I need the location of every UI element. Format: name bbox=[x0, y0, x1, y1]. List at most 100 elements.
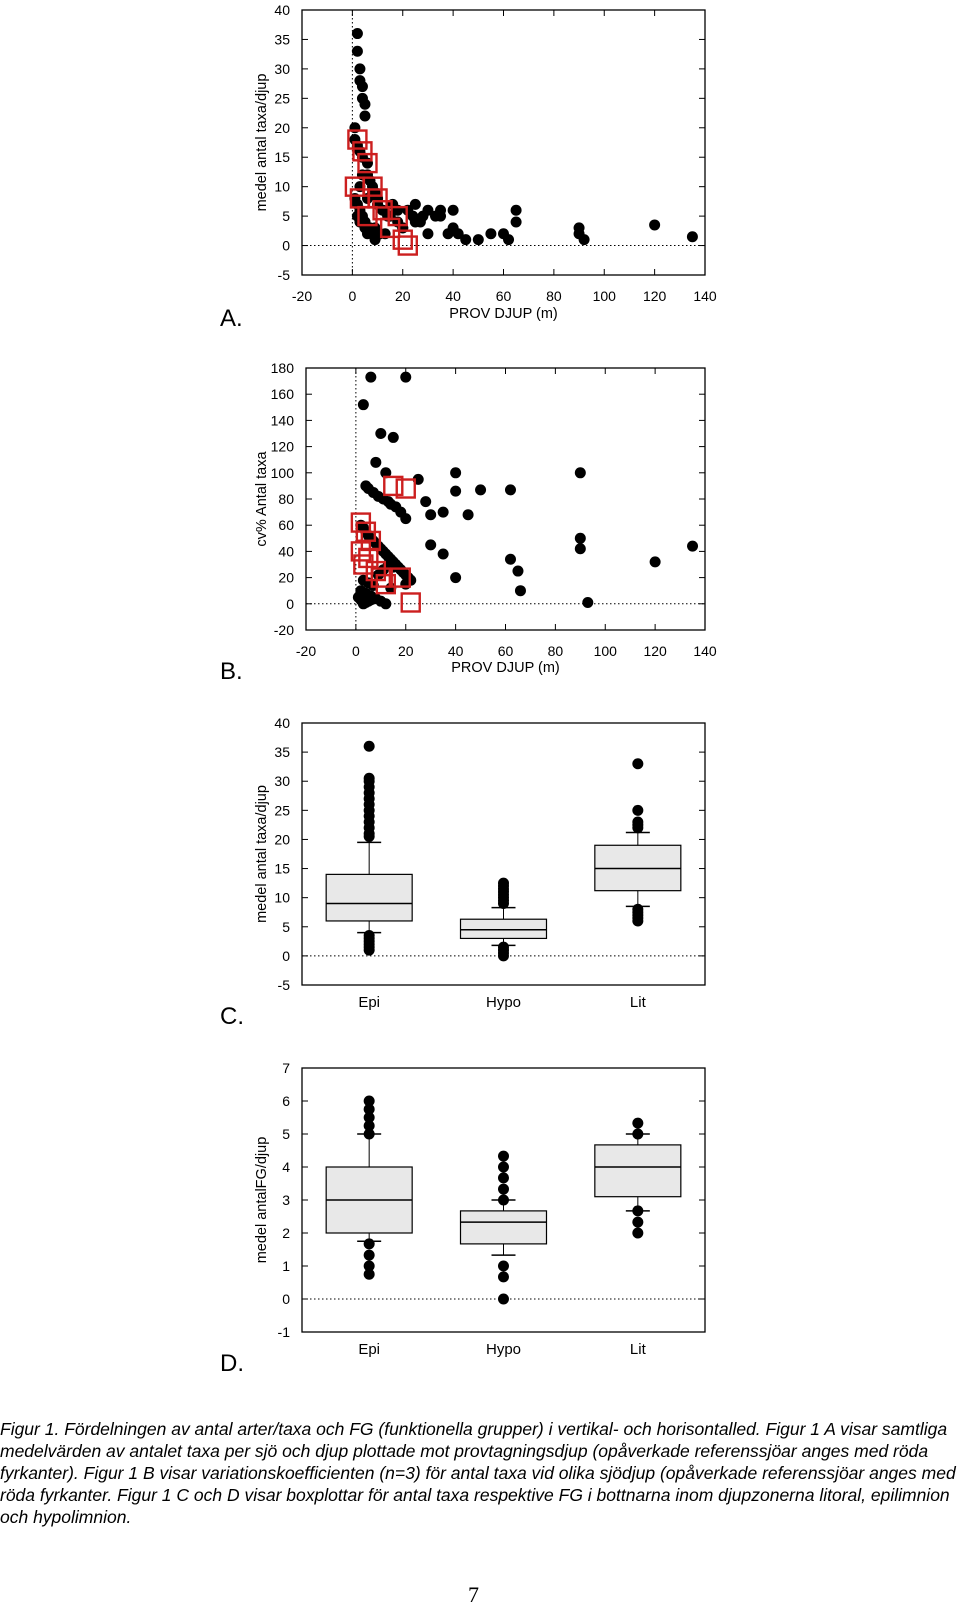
y-tick-label: 80 bbox=[278, 491, 294, 507]
y-tick-label: 35 bbox=[274, 31, 290, 47]
x-tick-label: 120 bbox=[643, 288, 667, 304]
data-point bbox=[450, 467, 462, 479]
x-category-label: Hypo bbox=[486, 1341, 521, 1358]
reference-lake-square bbox=[379, 217, 401, 239]
y-tick-label: 0 bbox=[282, 948, 290, 964]
y-tick-label: 120 bbox=[271, 439, 295, 455]
data-point bbox=[514, 585, 526, 597]
reference-lake-square bbox=[400, 592, 421, 613]
box bbox=[325, 873, 413, 922]
x-tick-label: 80 bbox=[546, 288, 562, 304]
plot-frame bbox=[301, 722, 706, 986]
reference-lake-square bbox=[370, 567, 392, 588]
outlier-point bbox=[632, 915, 644, 927]
y-tick-label: 100 bbox=[271, 465, 295, 481]
outlier-point bbox=[498, 1271, 509, 1283]
data-point bbox=[387, 431, 399, 443]
data-point bbox=[649, 556, 661, 568]
outlier-point bbox=[498, 1172, 509, 1184]
panel-label-c: C. bbox=[220, 1003, 244, 1030]
data-point bbox=[472, 234, 484, 246]
outlier-point bbox=[632, 822, 644, 834]
data-point bbox=[512, 565, 524, 577]
x-tick-label: 120 bbox=[643, 643, 667, 659]
data-point bbox=[420, 496, 432, 508]
data-point bbox=[370, 456, 382, 468]
chart-panel-1 bbox=[301, 9, 706, 276]
data-point bbox=[578, 234, 590, 246]
data-point bbox=[359, 98, 371, 110]
data-point bbox=[351, 28, 363, 40]
data-point bbox=[380, 467, 392, 479]
x-tick-label: 100 bbox=[594, 643, 618, 659]
outlier-point bbox=[632, 804, 644, 816]
reference-lake-square bbox=[375, 573, 396, 595]
y-tick-label: 5 bbox=[282, 1126, 290, 1142]
box bbox=[459, 918, 548, 940]
y-tick-label: 25 bbox=[274, 802, 290, 818]
y-tick-label: -20 bbox=[274, 622, 294, 638]
x-tick-label: 80 bbox=[548, 643, 564, 659]
panel-label-d: D. bbox=[220, 1350, 244, 1377]
data-point bbox=[365, 371, 377, 383]
data-point bbox=[375, 428, 387, 439]
outlier-point bbox=[632, 758, 644, 770]
outlier-point bbox=[498, 1150, 509, 1162]
data-point bbox=[435, 210, 447, 222]
reference-lake-square bbox=[390, 567, 411, 588]
y-tick-label: 180 bbox=[271, 360, 295, 376]
outlier-point bbox=[632, 1205, 644, 1217]
outlier-point bbox=[363, 944, 375, 956]
data-point bbox=[385, 582, 397, 594]
data-point bbox=[649, 219, 661, 231]
data-point bbox=[422, 204, 434, 216]
y-tick-label: 40 bbox=[274, 2, 290, 18]
chart-panel-2 bbox=[305, 367, 706, 631]
outlier-point bbox=[498, 1161, 509, 1173]
data-point bbox=[574, 467, 586, 479]
y-axis-label: medel antal taxa/djup bbox=[254, 74, 270, 212]
data-point bbox=[356, 81, 368, 93]
chart-panel-4 bbox=[301, 1067, 706, 1333]
x-tick-label: 0 bbox=[348, 288, 356, 304]
data-point bbox=[510, 216, 522, 228]
y-tick-label: 5 bbox=[282, 208, 290, 224]
data-point bbox=[357, 399, 369, 411]
box bbox=[594, 1144, 682, 1198]
data-point bbox=[510, 204, 522, 216]
outlier-point bbox=[632, 1227, 644, 1239]
x-tick-label: -20 bbox=[296, 643, 316, 659]
reference-lake-square bbox=[362, 176, 383, 197]
outlier-point bbox=[363, 1249, 375, 1261]
data-point bbox=[447, 204, 459, 216]
outlier-point bbox=[363, 1095, 375, 1107]
outlier-point bbox=[632, 1216, 644, 1228]
data-point bbox=[369, 234, 381, 246]
outlier-point bbox=[632, 1128, 644, 1140]
y-tick-label: 0 bbox=[286, 596, 294, 612]
y-tick-label: 5 bbox=[282, 919, 290, 935]
y-tick-label: 0 bbox=[282, 238, 290, 254]
data-point bbox=[574, 532, 586, 544]
data-point bbox=[380, 598, 392, 610]
x-category-label: Epi bbox=[358, 994, 380, 1011]
box bbox=[459, 1210, 548, 1245]
y-tick-label: -5 bbox=[278, 267, 291, 283]
reference-lake-square bbox=[358, 547, 379, 569]
reference-lake-square bbox=[392, 229, 413, 250]
y-tick-label: 20 bbox=[274, 831, 290, 847]
data-point bbox=[574, 543, 586, 555]
y-tick-label: 140 bbox=[271, 412, 295, 428]
reference-lake-square bbox=[357, 152, 378, 174]
y-tick-label: 15 bbox=[274, 861, 290, 877]
y-tick-label: 25 bbox=[274, 90, 290, 106]
outlier-point bbox=[498, 950, 509, 962]
y-tick-label: 160 bbox=[271, 386, 295, 402]
panel-label-a: A. bbox=[220, 305, 243, 332]
y-tick-label: 20 bbox=[278, 570, 294, 586]
data-point bbox=[503, 234, 515, 246]
outlier-point bbox=[498, 1260, 509, 1272]
data-point bbox=[504, 484, 516, 496]
data-point bbox=[354, 63, 366, 75]
